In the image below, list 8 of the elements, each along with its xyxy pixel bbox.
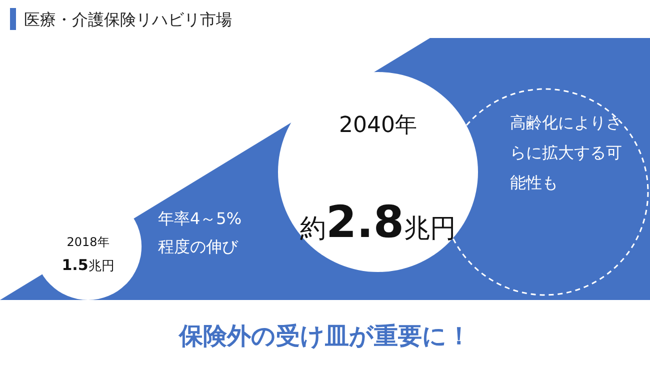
text: 高齢化によりさらに拡大する可能性も <box>510 113 622 192</box>
text: 医療・介護保険リハビリ市場 <box>24 10 232 29</box>
data-label: 約2.8兆円 <box>300 197 456 248</box>
text: 保険外の受け皿が重要に！ <box>178 322 471 350</box>
category-label: 2040年 <box>339 113 417 138</box>
text: 年率4～5%程度の伸び <box>158 209 242 256</box>
category-label: 2018年 <box>66 235 110 249</box>
data-label: 1.5兆円 <box>62 256 114 274</box>
